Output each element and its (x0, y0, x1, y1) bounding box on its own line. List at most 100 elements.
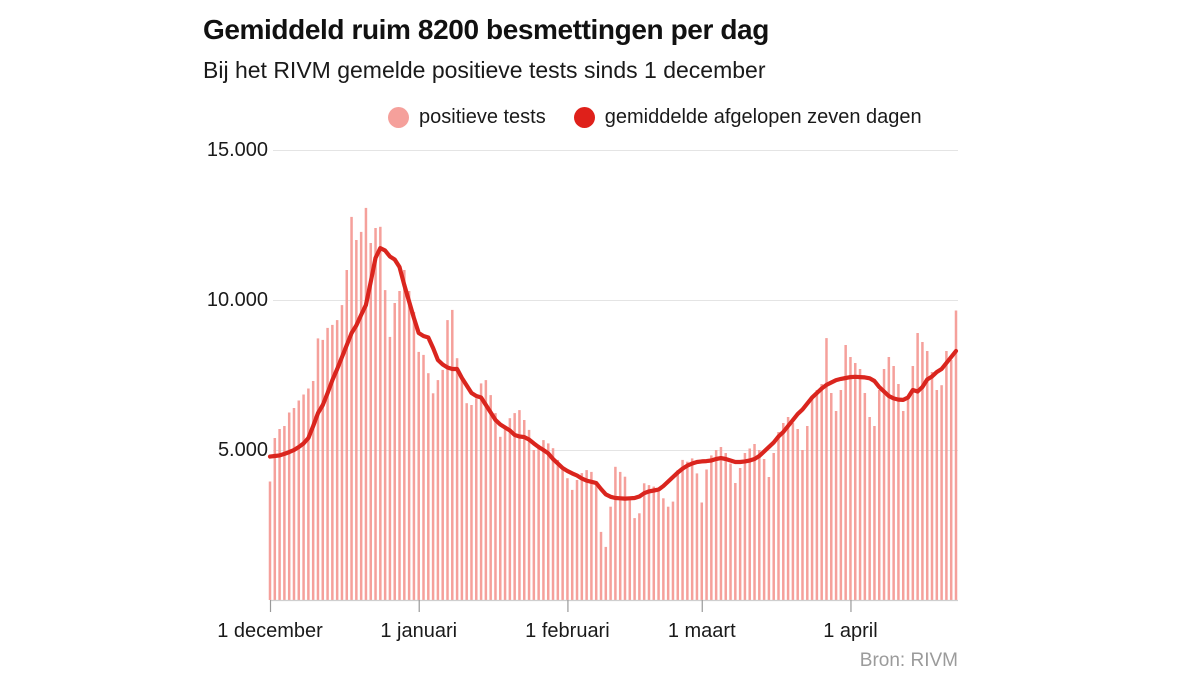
x-axis-tick-label: 1 december (217, 620, 323, 642)
bar (268, 481, 272, 600)
bar (748, 448, 751, 600)
bar (287, 412, 291, 600)
bar (700, 502, 703, 600)
bar (647, 485, 651, 600)
bar (359, 231, 363, 600)
bar (499, 436, 502, 600)
bar (374, 228, 377, 600)
bar (892, 366, 895, 600)
legend: positieve tests gemiddelde afgelopen zev… (388, 106, 922, 129)
bar (484, 380, 488, 600)
bar (475, 398, 478, 600)
bar (638, 513, 641, 600)
bar (513, 413, 516, 600)
bar (796, 429, 799, 600)
bar (897, 384, 900, 600)
bar (585, 470, 588, 600)
bar (714, 450, 718, 600)
bar (710, 455, 713, 600)
bar (906, 399, 910, 600)
bar (758, 450, 761, 600)
bar (403, 270, 406, 600)
bar (427, 373, 430, 600)
bar (676, 470, 680, 600)
bar (532, 450, 536, 600)
bar (935, 390, 939, 600)
bar (556, 459, 560, 600)
bar (393, 303, 396, 600)
bar (628, 496, 632, 600)
bar (930, 372, 934, 600)
bar (441, 369, 444, 600)
bar (599, 531, 603, 600)
bar (782, 423, 785, 600)
bar (302, 394, 305, 600)
source-label: Bron: RIVM (859, 650, 958, 671)
bar (542, 440, 545, 600)
bar (652, 486, 656, 600)
bar (887, 357, 891, 600)
bar (618, 471, 622, 600)
bar (830, 393, 833, 600)
bar (901, 411, 905, 600)
bar (767, 477, 771, 600)
bar (681, 459, 684, 600)
bar (575, 480, 579, 600)
bar (772, 453, 775, 600)
bar (921, 342, 924, 600)
bar (949, 360, 953, 600)
bar (345, 270, 349, 600)
bar (801, 450, 804, 600)
bar (734, 483, 737, 600)
bar (882, 369, 886, 600)
bar (954, 310, 958, 600)
bar (297, 400, 301, 600)
bar (407, 291, 411, 600)
bar (854, 363, 857, 600)
bar (719, 447, 723, 600)
bar (729, 463, 732, 600)
bar (470, 405, 473, 600)
y-axis-tick-label: 15.000 (206, 139, 268, 161)
bar (278, 429, 281, 600)
bar (283, 426, 286, 600)
bar (791, 423, 795, 600)
chart-title: Gemiddeld ruim 8200 besmettingen per dag (203, 14, 769, 45)
pink-dot-icon (388, 107, 409, 128)
bar (489, 395, 492, 600)
x-axis-tick-label: 1 maart (667, 620, 736, 642)
bar (460, 376, 464, 600)
bar (916, 333, 919, 600)
bar (662, 498, 665, 600)
bar (863, 393, 867, 600)
bar (446, 320, 449, 600)
bar (609, 506, 612, 600)
bar (633, 518, 636, 600)
x-axis-tick-label: 1 februari (525, 620, 610, 642)
bar (355, 240, 358, 600)
chart-subtitle: Bij het RIVM gemelde positieve tests sin… (203, 57, 766, 83)
y-axis-tick-label: 5.000 (217, 439, 268, 461)
bar (527, 429, 531, 600)
bar (940, 385, 943, 600)
bar (753, 444, 756, 600)
bar (786, 417, 790, 600)
bar (806, 426, 809, 600)
legend-label: gemiddelde afgelopen zeven dagen (604, 106, 922, 128)
bar (412, 312, 416, 600)
bar (877, 390, 881, 600)
bar (671, 501, 675, 600)
bar (695, 473, 699, 600)
bar (523, 420, 526, 600)
bar (546, 443, 550, 600)
x-axis-tick-label: 1 april (823, 620, 878, 642)
bar (580, 473, 584, 600)
bar (690, 458, 694, 600)
bar (398, 291, 401, 600)
bar (762, 459, 766, 600)
bar (273, 438, 277, 600)
bar (590, 471, 593, 600)
bar (623, 476, 627, 600)
bar (561, 468, 564, 600)
